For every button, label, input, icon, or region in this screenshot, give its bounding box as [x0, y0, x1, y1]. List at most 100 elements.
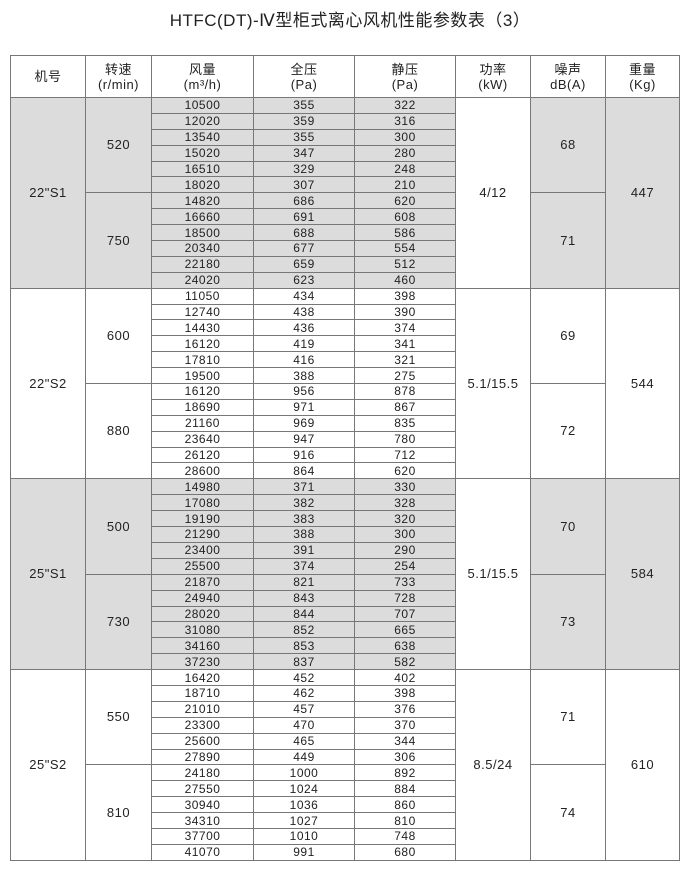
noise-cell: 70 — [530, 478, 606, 575]
table-row: 23400 391 290 — [11, 541, 680, 559]
total-pressure-cell: 391 — [253, 541, 355, 559]
total-pressure-cell: 686 — [253, 192, 355, 210]
static-pressure-cell: 330 — [354, 478, 456, 496]
airflow-cell: 23640 — [151, 430, 254, 448]
header-unit: (Kg) — [629, 76, 656, 92]
model-cell: 22"S2 — [10, 287, 86, 480]
static-pressure-cell: 290 — [354, 541, 456, 559]
total-pressure-cell: 843 — [253, 589, 355, 607]
airflow-cell: 16120 — [151, 335, 254, 353]
total-pressure-cell: 971 — [253, 398, 355, 416]
table-row: 730 21870 821 733 73 — [11, 573, 680, 671]
noise-cell: 71 — [530, 669, 606, 766]
table-row: 25"S1 500 14980 371 330 5.1/15.5 70 584 — [10, 478, 680, 671]
airflow-cell: 18020 — [151, 176, 254, 194]
header-label: 噪声 — [554, 61, 582, 77]
header-static-pressure: 静压 (Pa) — [354, 55, 456, 98]
airflow-cell: 17080 — [151, 494, 254, 512]
airflow-cell: 31080 — [151, 621, 254, 639]
total-pressure-cell: 853 — [253, 637, 355, 655]
airflow-cell: 11050 — [151, 287, 254, 305]
airflow-cell: 25500 — [151, 557, 254, 575]
static-pressure-cell: 878 — [354, 383, 456, 400]
total-pressure-cell: 1000 — [253, 764, 355, 782]
static-pressure-cell: 665 — [354, 621, 456, 639]
total-pressure-cell: 388 — [253, 367, 355, 385]
static-pressure-cell: 320 — [354, 510, 456, 528]
airflow-cell: 13540 — [151, 128, 254, 146]
noise-cell: 71 — [530, 192, 606, 289]
table-row: 20340 677 554 — [11, 240, 680, 257]
model-cell: 25"S1 — [10, 478, 86, 671]
airflow-cell: 21010 — [151, 700, 254, 718]
static-pressure-cell: 733 — [354, 573, 456, 591]
static-pressure-cell: 300 — [354, 128, 456, 146]
airflow-cell: 16420 — [151, 669, 254, 686]
total-pressure-cell: 465 — [253, 732, 355, 750]
airflow-cell: 25600 — [151, 732, 254, 750]
airflow-cell: 14430 — [151, 319, 254, 337]
static-pressure-cell: 586 — [354, 224, 456, 242]
speed-cell: 810 — [85, 764, 152, 861]
header-unit: (r/min) — [97, 76, 140, 92]
header-label: 重量 — [628, 61, 656, 77]
total-pressure-cell: 347 — [253, 144, 355, 162]
static-pressure-cell: 884 — [354, 780, 456, 798]
noise-cell: 74 — [530, 764, 606, 861]
airflow-cell: 15020 — [151, 144, 254, 162]
total-pressure-cell: 382 — [253, 494, 355, 512]
airflow-cell: 18500 — [151, 224, 254, 242]
table-row: 24940 843 728 — [11, 589, 680, 607]
table-row: 810 24180 1000 892 74 — [11, 764, 680, 861]
airflow-cell: 24020 — [151, 271, 254, 289]
table-row: 24020 623 460 — [11, 271, 680, 289]
weight-cell: 544 — [605, 287, 680, 480]
static-pressure-cell: 248 — [354, 160, 456, 178]
airflow-cell: 26120 — [151, 446, 254, 464]
header-label: 全压 — [290, 61, 318, 77]
airflow-cell: 16510 — [151, 160, 254, 178]
static-pressure-cell: 780 — [354, 430, 456, 448]
header-label: 功率 — [479, 61, 507, 77]
airflow-cell: 30940 — [151, 796, 254, 814]
total-pressure-cell: 359 — [253, 112, 355, 130]
header-total-pressure: 全压 (Pa) — [253, 55, 355, 98]
table-row: 750 14820 686 620 71 — [11, 192, 680, 289]
table-row: 21290 388 300 — [11, 526, 680, 543]
static-pressure-cell: 402 — [354, 669, 456, 686]
total-pressure-cell: 623 — [253, 271, 355, 289]
table-row: 28020 844 707 — [11, 605, 680, 623]
table-row: 19190 383 320 — [11, 510, 680, 528]
header-noise: 噪声 dB(A) — [530, 55, 606, 98]
header-weight: 重量 (Kg) — [605, 55, 680, 98]
noise-cell: 73 — [530, 573, 606, 671]
total-pressure-cell: 677 — [253, 240, 355, 257]
performance-table: 机号 转速 (r/min) 风量 (m³/h) 全压 (Pa) 静压 (Pa) 功率 (kW) 噪声 d… — [10, 55, 680, 861]
speed-cell: 520 — [85, 96, 152, 194]
table-row: 21160 969 835 — [11, 414, 680, 432]
static-pressure-cell: 344 — [354, 732, 456, 750]
airflow-cell: 27550 — [151, 780, 254, 798]
total-pressure-cell: 852 — [253, 621, 355, 639]
model-cell: 22"S1 — [10, 97, 86, 289]
total-pressure-cell: 371 — [253, 478, 355, 496]
airflow-cell: 23400 — [151, 541, 254, 559]
static-pressure-cell: 376 — [354, 700, 456, 718]
noise-cell: 68 — [530, 96, 606, 194]
table-row: 22"S1 520 10500 355 322 4/12 68 447 — [10, 96, 680, 289]
table-row: 16510 329 248 — [11, 160, 680, 178]
total-pressure-cell: 449 — [253, 748, 355, 766]
total-pressure-cell: 438 — [253, 303, 355, 321]
airflow-cell: 22180 — [151, 255, 254, 273]
total-pressure-cell: 659 — [253, 255, 355, 273]
static-pressure-cell: 835 — [354, 414, 456, 432]
static-pressure-cell: 892 — [354, 764, 456, 782]
static-pressure-cell: 810 — [354, 812, 456, 829]
static-pressure-cell: 300 — [354, 526, 456, 543]
airflow-cell: 21160 — [151, 414, 254, 432]
weight-cell: 447 — [605, 97, 680, 289]
static-pressure-cell: 306 — [354, 748, 456, 766]
airflow-cell: 20340 — [151, 240, 254, 257]
weight-cell: 584 — [605, 478, 680, 671]
airflow-cell: 16120 — [151, 383, 254, 400]
